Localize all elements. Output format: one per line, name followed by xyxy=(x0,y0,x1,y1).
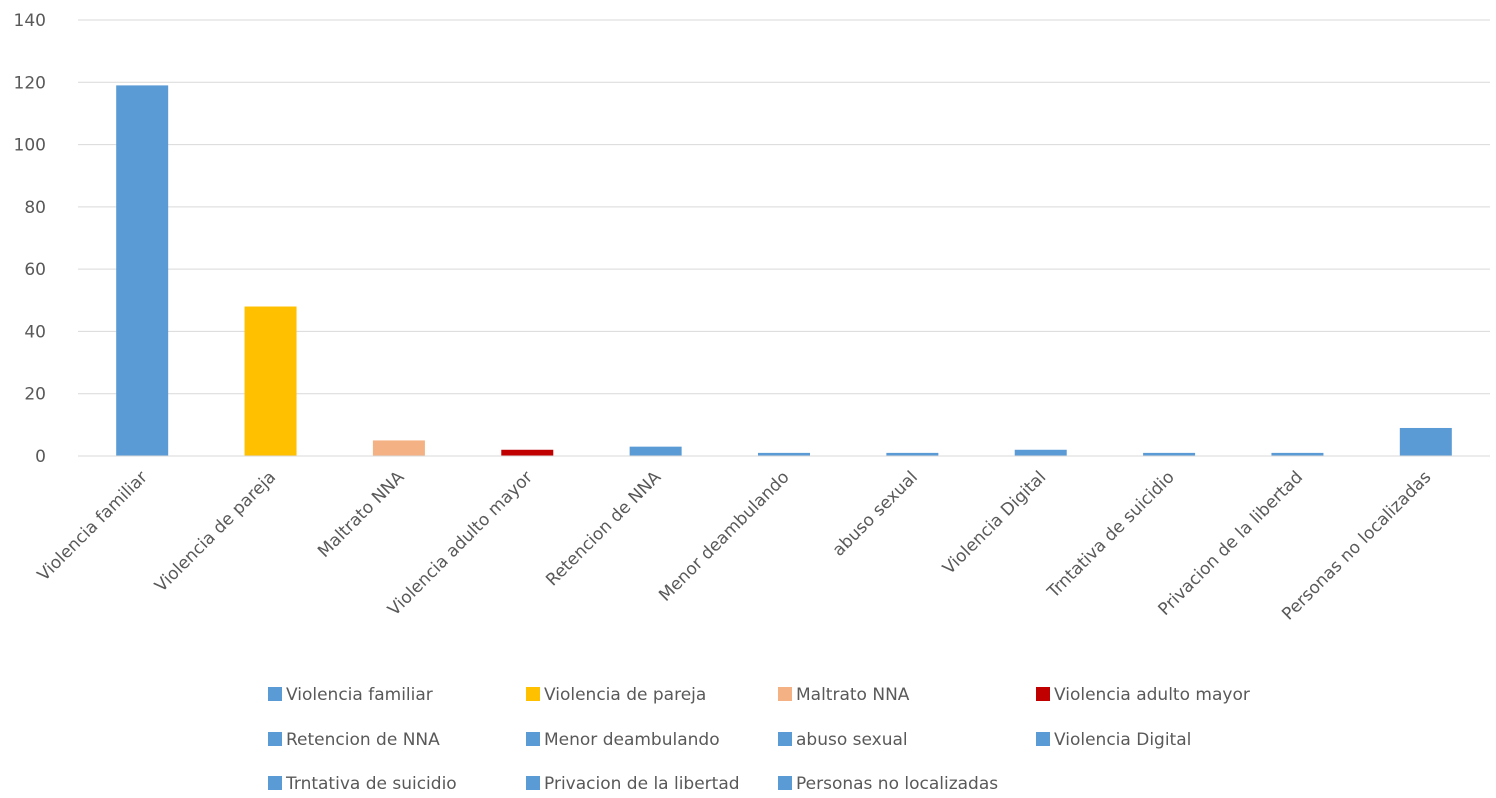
y-tick-label: 40 xyxy=(24,322,46,342)
legend-item: Menor deambulando xyxy=(526,730,720,750)
legend-label: Violencia de pareja xyxy=(544,685,706,705)
legend-label: Trntativa de suicidio xyxy=(285,774,457,794)
legend-item: Violencia de pareja xyxy=(526,685,706,705)
legend-label: Retencion de NNA xyxy=(286,730,440,750)
legend-item: Violencia familiar xyxy=(268,685,433,705)
legend-swatch xyxy=(778,687,792,701)
bar xyxy=(1143,452,1196,456)
legend-swatch xyxy=(526,687,540,701)
legend-swatch xyxy=(268,687,282,701)
legend-label: Menor deambulando xyxy=(544,730,720,750)
x-tick-label: Personas no localizadas xyxy=(1278,467,1435,624)
legend-item: abuso sexual xyxy=(778,730,908,750)
legend-label: Personas no localizadas xyxy=(796,774,998,794)
legend-item: Trntativa de suicidio xyxy=(268,774,457,794)
bar xyxy=(372,440,425,456)
y-tick-label: 120 xyxy=(14,73,46,93)
y-tick-label: 100 xyxy=(14,136,46,156)
bar xyxy=(1014,449,1067,456)
legend-swatch xyxy=(526,732,540,746)
y-tick-label: 20 xyxy=(24,385,46,405)
bar xyxy=(501,449,554,456)
legend-swatch xyxy=(778,776,792,790)
x-tick-label: Violencia adulto mayor xyxy=(384,467,537,620)
y-tick-label: 60 xyxy=(24,260,46,280)
legend-item: Maltrato NNA xyxy=(778,685,910,705)
legend-swatch xyxy=(268,732,282,746)
gridlines xyxy=(78,19,1490,395)
x-tick-label: Violencia Digital xyxy=(939,467,1050,578)
legend-swatch xyxy=(1036,732,1050,746)
bar xyxy=(244,306,297,456)
y-tick-label: 80 xyxy=(24,198,46,218)
legend-swatch xyxy=(526,776,540,790)
legend-label: Violencia familiar xyxy=(286,685,433,705)
legend-item: Violencia Digital xyxy=(1036,730,1191,750)
x-tick-label: Violencia de pareja xyxy=(151,467,280,596)
legend-swatch xyxy=(778,732,792,746)
bar xyxy=(886,452,939,456)
x-tick-label: Maltrato NNA xyxy=(314,467,409,562)
legend-swatch xyxy=(1036,687,1050,701)
legend: Violencia familiar Violencia de pareja Mal… xyxy=(268,685,1250,794)
legend-label: Violencia Digital xyxy=(1054,730,1191,750)
x-axis-labels: Violencia familiar Violencia de pareja Mal… xyxy=(34,467,1436,624)
legend-item: Personas no localizadas xyxy=(778,774,998,794)
y-axis-ticks: 0 20 40 60 80 100 120 140 xyxy=(14,11,46,467)
bar xyxy=(1399,427,1452,456)
y-tick-label: 140 xyxy=(14,11,46,31)
legend-item: Privacion de la libertad xyxy=(526,774,740,794)
x-tick-label: Trntativa de suicidio xyxy=(1043,467,1179,603)
x-tick-label: Menor deambulando xyxy=(655,467,793,605)
bars xyxy=(116,85,1452,457)
x-tick-label: abuso sexual xyxy=(829,467,922,560)
legend-label: Privacion de la libertad xyxy=(544,774,740,794)
legend-label: Maltrato NNA xyxy=(796,685,910,705)
x-tick-label: Violencia familiar xyxy=(34,467,152,585)
bar xyxy=(1271,452,1324,456)
legend-item: Retencion de NNA xyxy=(268,730,440,750)
legend-label: Violencia adulto mayor xyxy=(1054,685,1250,705)
x-tick-label: Retencion de NNA xyxy=(542,467,665,590)
y-tick-label: 0 xyxy=(35,447,46,467)
legend-item: Violencia adulto mayor xyxy=(1036,685,1250,705)
bar xyxy=(758,452,810,456)
legend-swatch xyxy=(268,776,282,790)
x-tick-label: Privacion de la libertad xyxy=(1155,467,1307,619)
bar xyxy=(629,446,682,456)
legend-label: abuso sexual xyxy=(796,730,908,750)
bar xyxy=(116,85,169,457)
